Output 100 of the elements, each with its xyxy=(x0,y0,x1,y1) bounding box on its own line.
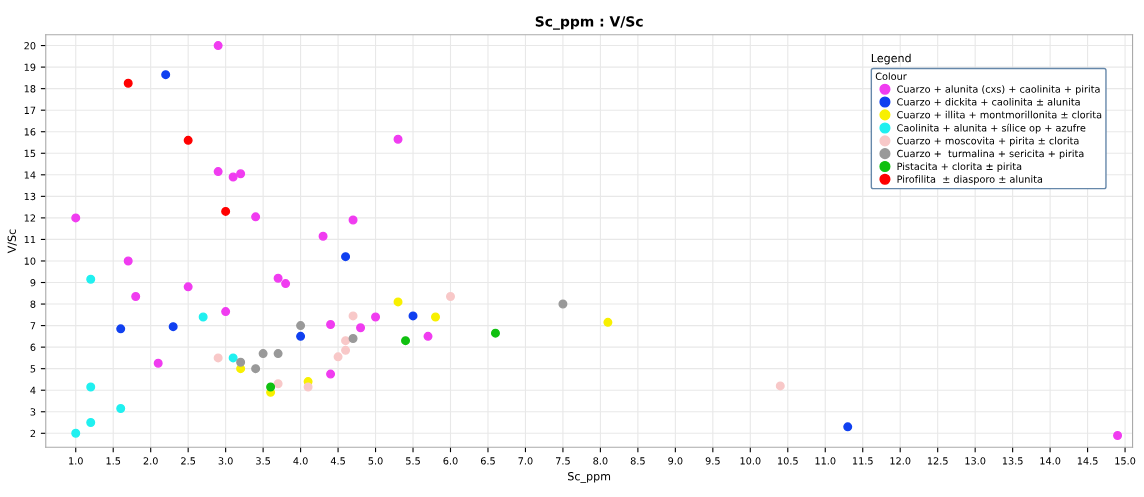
point xyxy=(603,317,613,327)
point xyxy=(161,70,171,80)
y-tick-label: 10 xyxy=(24,257,36,265)
legend-title: Colour xyxy=(875,72,907,80)
x-tick-label: 7.5 xyxy=(555,457,570,465)
x-tick-label: 8.5 xyxy=(630,457,645,465)
point xyxy=(318,231,328,241)
legend-label: Cuarzo + alunita (cxs) + caolinita + pirita xyxy=(897,85,1100,95)
point xyxy=(168,322,178,332)
point xyxy=(213,167,223,177)
point xyxy=(273,273,283,283)
y-tick-label: 6 xyxy=(30,343,36,351)
point xyxy=(296,321,306,331)
point xyxy=(213,353,223,363)
point xyxy=(341,252,351,262)
point xyxy=(423,331,433,341)
point xyxy=(341,336,351,346)
point xyxy=(558,299,568,309)
x-tick-label: 11.5 xyxy=(852,457,873,465)
point xyxy=(86,382,96,392)
x-tick-label: 1.5 xyxy=(106,457,121,465)
point xyxy=(348,311,358,321)
point xyxy=(490,328,500,338)
point xyxy=(281,279,291,289)
x-tick-label: 5.0 xyxy=(368,457,383,465)
legend-label: Cuarzo + dickita + caolinita ± alunita xyxy=(897,98,1080,106)
point xyxy=(408,311,418,321)
point xyxy=(348,334,358,344)
x-tick-label: 6.0 xyxy=(443,457,458,465)
x-tick-label: 12.0 xyxy=(890,457,911,465)
point xyxy=(228,172,238,182)
point xyxy=(431,312,441,322)
point xyxy=(221,307,231,317)
point xyxy=(445,292,455,302)
legend-label: Cuarzo + illita + montmorillonita ± clorita xyxy=(897,110,1102,119)
point xyxy=(843,422,853,432)
y-tick-label: 20 xyxy=(24,42,36,50)
x-tick-label: 2.5 xyxy=(181,457,196,465)
y-tick-label: 14 xyxy=(24,171,36,179)
x-tick-label: 11.0 xyxy=(815,457,836,465)
point xyxy=(86,274,96,284)
x-tick-label: 14.0 xyxy=(1040,457,1061,465)
y-tick-label: 11 xyxy=(24,236,36,244)
x-tick-label: 9.5 xyxy=(705,457,720,465)
point xyxy=(393,297,403,307)
point xyxy=(326,320,336,330)
point xyxy=(221,206,231,216)
x-tick-label: 10.0 xyxy=(740,457,761,465)
y-tick-label: 18 xyxy=(24,85,36,93)
x-tick-label: 7.0 xyxy=(518,457,533,465)
x-tick-label: 2.0 xyxy=(143,457,158,465)
point xyxy=(123,78,133,88)
point xyxy=(116,324,126,334)
x-tick-label: 3.5 xyxy=(256,457,270,465)
x-tick-label: 4.5 xyxy=(330,457,345,465)
y-tick-label: 13 xyxy=(24,192,36,201)
point xyxy=(401,336,411,346)
point xyxy=(393,134,403,144)
point xyxy=(266,382,276,392)
x-tick-label: 15.0 xyxy=(1115,457,1136,465)
point xyxy=(71,213,81,223)
x-tick-label: 1.0 xyxy=(69,457,83,465)
y-tick-label: 19 xyxy=(24,63,36,71)
point xyxy=(356,323,366,333)
point xyxy=(131,292,141,302)
y-tick-label: 7 xyxy=(30,322,36,330)
legend-label: Pistacita + clorita ± pirita xyxy=(897,162,1022,172)
x-tick-label: 3.0 xyxy=(218,457,233,465)
y-tick-label: 5 xyxy=(30,365,36,373)
point xyxy=(258,349,268,359)
x-axis-title: Sc_ppm xyxy=(568,471,611,483)
y-tick-label: 15 xyxy=(24,149,36,158)
y-tick-label: 4 xyxy=(30,386,36,394)
point xyxy=(333,352,343,362)
point xyxy=(273,379,283,389)
point xyxy=(213,41,223,51)
annotation: Legend xyxy=(871,53,911,65)
x-tick-label: 10.5 xyxy=(778,457,798,465)
y-tick-label: 12 xyxy=(24,214,36,222)
chart-title: Sc_ppm : V/Sc xyxy=(535,16,643,30)
y-tick-label: 3 xyxy=(30,408,36,416)
point xyxy=(236,357,246,367)
x-tick-label: 13.0 xyxy=(965,457,986,465)
point xyxy=(251,212,261,222)
point xyxy=(775,381,785,391)
point xyxy=(71,428,81,438)
point xyxy=(198,312,208,322)
point xyxy=(341,345,351,355)
x-tick-label: 5.5 xyxy=(406,457,420,465)
point xyxy=(348,215,358,225)
y-tick-label: 16 xyxy=(24,128,36,136)
y-tick-label: 2 xyxy=(30,429,36,437)
point xyxy=(296,331,306,341)
x-tick-label: 9.0 xyxy=(668,457,683,465)
point xyxy=(228,353,238,363)
x-tick-label: 12.5 xyxy=(927,457,948,465)
legend-label: Pirofilita ± diasporo ± alunita xyxy=(897,175,1043,185)
y-tick-label: 9 xyxy=(30,278,36,287)
x-tick-label: 8.0 xyxy=(593,457,608,465)
x-tick-label: 4.0 xyxy=(293,457,308,465)
